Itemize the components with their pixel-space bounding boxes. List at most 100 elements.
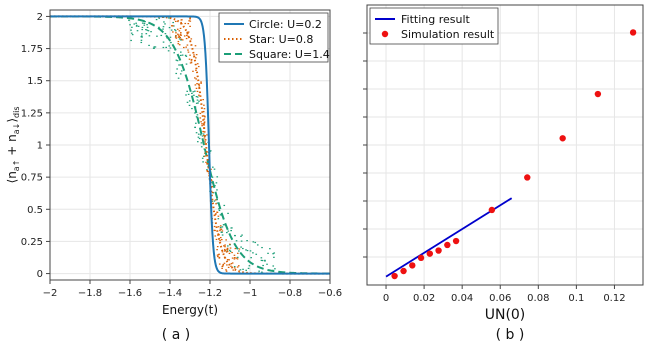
panel-a-sample-point bbox=[217, 255, 219, 258]
panel-a-sample-point bbox=[195, 54, 198, 56]
panel-a-sample-point bbox=[168, 26, 171, 29]
panel-b-legend: Fitting result Simulation result bbox=[369, 7, 499, 45]
panel-a-sample-point bbox=[217, 215, 220, 217]
panel-a-sample-point bbox=[217, 218, 220, 220]
panel-a-sample-point bbox=[213, 200, 216, 202]
panel-a-sample-point bbox=[233, 265, 236, 268]
panel-a-legend-label: Square: U=1.4 bbox=[249, 48, 330, 61]
panel-a-sample-point bbox=[203, 155, 206, 157]
panel-a-sample-point bbox=[147, 30, 150, 32]
panel-b-legend-box bbox=[369, 7, 499, 45]
panel-b-legend-swatch bbox=[381, 30, 389, 38]
panel-a-sample-point bbox=[146, 24, 148, 26]
panel-a-sample-point bbox=[220, 231, 223, 233]
panel-a-sample-point bbox=[246, 249, 249, 252]
panel-a-sample-point bbox=[216, 189, 218, 191]
panel-a-sample-point bbox=[143, 24, 146, 26]
panel-a-sample-point bbox=[196, 90, 199, 93]
panel-a-sample-point bbox=[228, 259, 230, 261]
panel-a-series bbox=[50, 15, 330, 275]
panel-a-sample-point bbox=[193, 94, 195, 96]
panel-a-sample-point bbox=[173, 52, 176, 54]
panel-a-sample-point bbox=[230, 263, 233, 265]
panel-a-sample-point bbox=[252, 241, 255, 243]
panel-a-sample-point bbox=[198, 86, 201, 88]
panel-a-sample-point bbox=[174, 30, 177, 32]
panel-a-sample-point bbox=[220, 228, 223, 230]
panel-a-sample-point bbox=[231, 262, 234, 264]
panel-a-sample-point bbox=[231, 257, 234, 259]
panel-a-sample-point bbox=[194, 112, 196, 114]
panel-a-sample-point bbox=[170, 41, 172, 44]
panel-a-sample-point bbox=[210, 179, 213, 181]
panel-a-sample-point bbox=[140, 41, 143, 44]
panel-a-sample-point bbox=[220, 239, 223, 241]
panel-a-sample-point bbox=[178, 30, 181, 32]
panel-a-sample-point bbox=[171, 25, 174, 27]
panel-a-sample-point bbox=[195, 116, 198, 118]
panel-a-sample-point bbox=[202, 110, 205, 113]
panel-a-sample-point bbox=[229, 250, 232, 253]
panel-b-sim-point bbox=[417, 254, 425, 262]
panel-a-xtick-label: −0.6 bbox=[318, 288, 342, 299]
panel-a-sample-point bbox=[203, 115, 206, 117]
panel-a-sample-point bbox=[164, 33, 167, 35]
panel-a-sample-point bbox=[245, 249, 247, 251]
panel-a-sample-point bbox=[195, 69, 197, 71]
panel-a-sample-point bbox=[216, 254, 219, 256]
panel-a-sample-point bbox=[204, 152, 206, 154]
panel-a-sample-point bbox=[183, 35, 186, 37]
panel-b-xtick-label: 0.06 bbox=[489, 293, 511, 304]
panel-a-sample-point bbox=[169, 36, 172, 38]
panel-a-sample-point bbox=[195, 78, 198, 80]
panel-a-sample-point bbox=[195, 57, 197, 59]
panel-a-sample-point bbox=[195, 122, 197, 124]
panel-a-sample-point bbox=[137, 25, 140, 27]
panel-a-legend-label: Circle: U=0.2 bbox=[249, 18, 322, 31]
panel-a-sample-point bbox=[264, 259, 266, 261]
panel-a-ytick-label: 1 bbox=[37, 141, 43, 152]
panel-a-sample-point bbox=[219, 239, 221, 242]
panel-a-sample-point bbox=[194, 90, 196, 92]
panel-a-sample-point bbox=[201, 157, 204, 159]
panel-a-sample-point bbox=[187, 23, 190, 25]
panel-a-sample-point bbox=[160, 34, 163, 37]
panel-a-legend-label: Star: U=0.8 bbox=[249, 33, 313, 46]
panel-a-ytick-label: 0.75 bbox=[21, 173, 43, 184]
panel-a-series-line bbox=[50, 15, 330, 275]
panel-a-sample-point bbox=[179, 33, 182, 35]
panel-a-sample-point bbox=[198, 94, 200, 96]
panel-a-sample-point bbox=[216, 249, 218, 251]
panel-a-sample-point bbox=[205, 161, 207, 163]
panel-a-sample-point bbox=[215, 213, 217, 215]
panel-b-grid bbox=[367, 5, 643, 285]
panel-a-sample-point bbox=[225, 239, 227, 241]
panel-b-sim-point bbox=[488, 206, 496, 214]
panel-a-sample-point bbox=[202, 133, 205, 135]
panel-a-ytick-label: 2 bbox=[37, 12, 43, 23]
panel-a-sample-point bbox=[242, 268, 244, 270]
panel-a-xtick-label: −1.8 bbox=[78, 288, 102, 299]
panel-a-sample-point bbox=[141, 22, 144, 24]
panel-a-sample-point bbox=[191, 107, 193, 110]
panel-a-sample-point bbox=[224, 244, 226, 246]
panel-a-sample-point bbox=[187, 93, 190, 95]
panel-a-sample-point bbox=[179, 51, 182, 53]
panel-a-sample-point bbox=[145, 33, 148, 35]
panel-b-sim-point bbox=[409, 262, 416, 269]
panel-a-sample-point bbox=[211, 186, 214, 188]
panel-a-sample-point bbox=[203, 121, 206, 123]
panel-a-sample-point bbox=[179, 64, 182, 66]
panel-a-sample-point bbox=[223, 204, 226, 207]
panel-a-ticks: −2 −1.8 −1.6 −1.4 −1.2 −1 −0.8 −0.6 0 0.25 0.5 0.75… bbox=[21, 12, 342, 299]
panel-a-sample-point bbox=[203, 118, 206, 120]
panel-a-sample-point bbox=[269, 248, 271, 250]
panel-b-sim-point bbox=[444, 241, 451, 249]
panel-b-xtick-label: 0.02 bbox=[413, 293, 435, 304]
panel-a-sample-point bbox=[210, 180, 213, 182]
panel-a-ytick-label: 0 bbox=[37, 269, 43, 280]
panel-a-sample-point bbox=[213, 225, 216, 228]
panel-a-sample-point bbox=[248, 265, 251, 267]
panel-a-sample-point bbox=[177, 40, 180, 43]
panel-a-sample-point bbox=[168, 17, 170, 19]
